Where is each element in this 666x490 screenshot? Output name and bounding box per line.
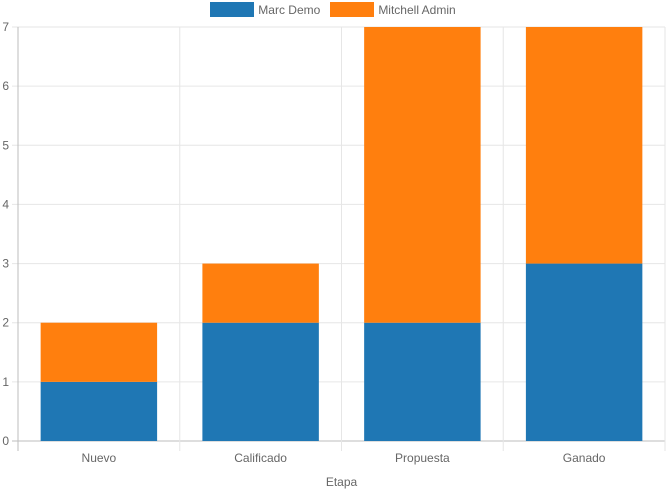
- y-tick-label: 1: [2, 375, 9, 389]
- bar-marc-demo-ganado[interactable]: [525, 263, 643, 441]
- x-axis-title: Etapa: [326, 475, 358, 489]
- legend-label-mitchell-admin: Mitchell Admin: [378, 2, 456, 17]
- x-tick-label: Propuesta: [395, 451, 450, 465]
- bar-mitchell-admin-propuesta[interactable]: [364, 27, 481, 323]
- y-tick-label: 2: [2, 316, 9, 330]
- axes: 0 1 2 3 4 5 6 7 Nuevo Calificado Propuesta Ganado: [2, 20, 605, 465]
- bar-mitchell-admin-ganado[interactable]: [525, 27, 643, 264]
- x-tick-label: Nuevo: [82, 451, 117, 465]
- legend-swatch-mitchell-admin: [330, 2, 375, 17]
- bar-marc-demo-calificado[interactable]: [202, 322, 319, 441]
- bars: [40, 27, 643, 441]
- bar-mitchell-admin-nuevo[interactable]: [40, 322, 158, 382]
- legend-label-marc-demo: Marc Demo: [258, 2, 321, 17]
- y-tick-label: 0: [2, 434, 9, 448]
- y-tick-label: 6: [2, 79, 9, 93]
- chart-legend: Marc Demo Mitchell Admin: [0, 2, 666, 17]
- y-tick-label: 4: [2, 197, 9, 211]
- bar-marc-demo-nuevo[interactable]: [40, 381, 158, 441]
- x-tick-label: Ganado: [563, 451, 606, 465]
- x-tick-label: Calificado: [234, 451, 287, 465]
- bar-marc-demo-propuesta[interactable]: [364, 322, 481, 441]
- legend-item-marc-demo[interactable]: Marc Demo: [210, 2, 320, 17]
- bar-mitchell-admin-calificado[interactable]: [202, 263, 319, 323]
- legend-item-mitchell-admin[interactable]: Mitchell Admin: [330, 2, 456, 17]
- y-tick-label: 3: [2, 257, 9, 271]
- y-tick-label: 5: [2, 138, 9, 152]
- legend-swatch-marc-demo: [210, 2, 255, 17]
- y-tick-label: 7: [2, 20, 9, 34]
